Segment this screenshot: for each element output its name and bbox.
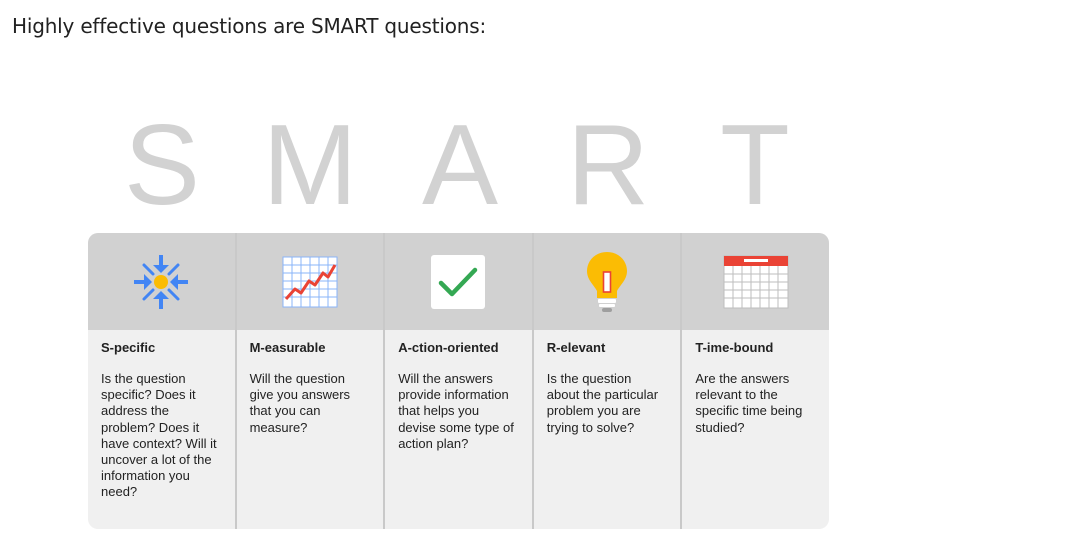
checkmark-icon — [430, 254, 486, 310]
column-header-relevant — [533, 233, 681, 330]
acronym-letter-s: S — [123, 102, 201, 229]
column-title-time-bound: T-ime-bound — [695, 340, 774, 355]
lightbulb-icon — [584, 250, 630, 314]
column-time-bound: T-ime-bound Are the answers relevant to … — [680, 233, 829, 529]
acronym-letter-a: A — [421, 102, 499, 229]
column-title-action-oriented: A-ction-oriented — [398, 340, 499, 355]
column-header-specific — [88, 233, 235, 330]
column-header-action-oriented — [385, 233, 532, 330]
column-specific: S-pecific Is the question specific? Does… — [88, 233, 235, 529]
column-relevant: R-elevant Is the question about the part… — [531, 233, 681, 529]
column-text-specific: Is the question specific? Does it addres… — [101, 371, 217, 500]
acronym-letter-t: T — [720, 102, 790, 229]
column-header-measurable — [236, 233, 384, 330]
smart-acronym: S M A R T — [0, 106, 1086, 226]
column-title-specific: S-pecific — [101, 340, 156, 355]
smart-table: S-pecific Is the question specific? Does… — [88, 233, 829, 529]
line-chart-icon — [281, 255, 339, 309]
focus-arrows-icon — [130, 251, 192, 313]
column-title-measurable: M-easurable — [249, 340, 326, 355]
column-action-oriented: A-ction-oriented Will the answers provid… — [383, 233, 532, 529]
calendar-icon — [723, 255, 789, 309]
column-header-time-bound — [682, 233, 829, 330]
column-measurable: M-easurable Will the question give you a… — [234, 233, 384, 529]
column-title-relevant: R-elevant — [546, 340, 606, 355]
column-text-action-oriented: Will the answers provide information tha… — [398, 371, 514, 451]
page-heading: Highly effective questions are SMART que… — [12, 14, 486, 38]
acronym-letter-m: M — [262, 102, 358, 229]
column-text-relevant: Is the question about the particular pro… — [546, 371, 659, 435]
acronym-letter-r: R — [566, 102, 650, 229]
column-text-time-bound: Are the answers relevant to the specific… — [695, 371, 803, 435]
column-text-measurable: Will the question give you answers that … — [249, 371, 351, 435]
